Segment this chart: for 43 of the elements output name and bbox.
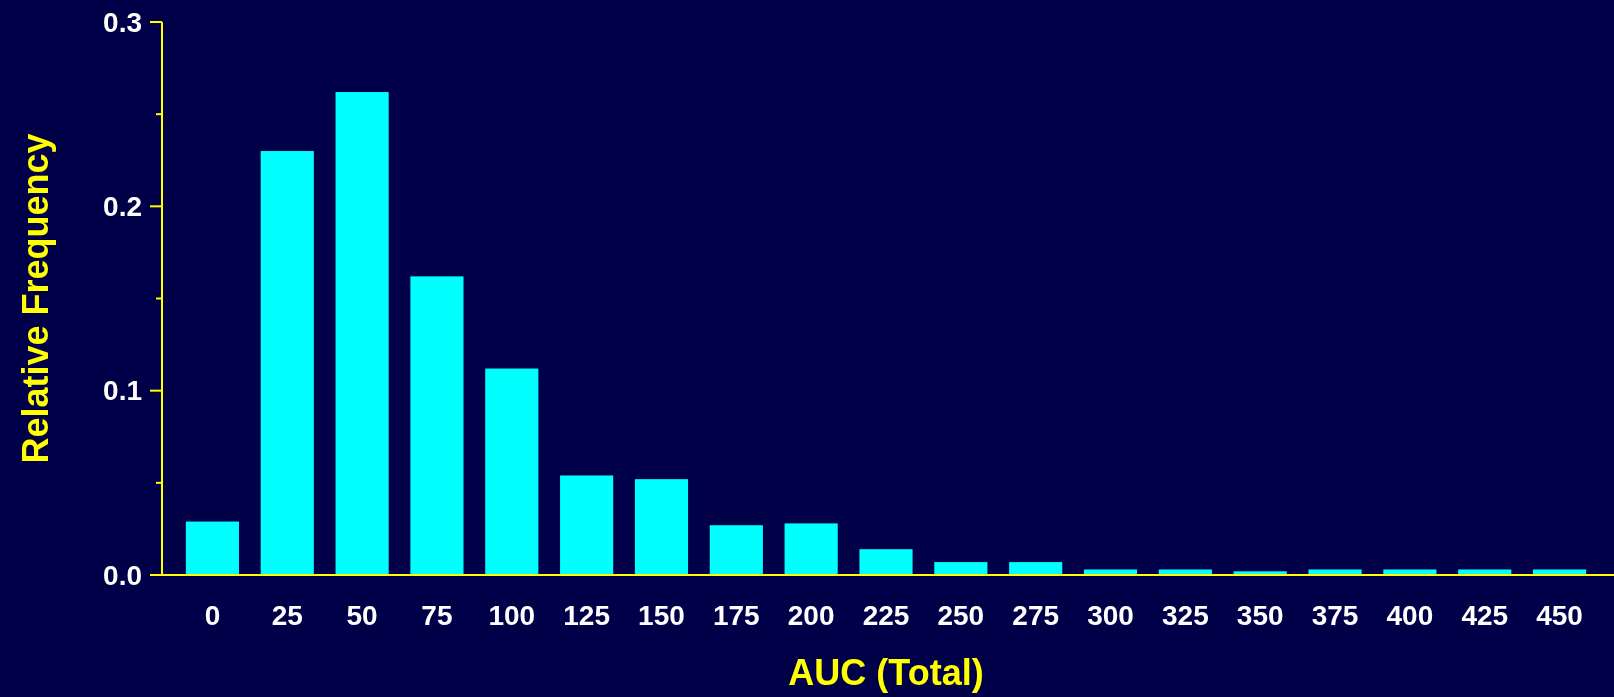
x-tick-label: 175 — [712, 600, 760, 631]
bar — [784, 523, 838, 575]
x-tick-label: 150 — [638, 600, 685, 631]
y-tick-label: 0.1 — [103, 375, 142, 407]
bar — [485, 368, 539, 575]
bar — [1158, 569, 1212, 575]
bar — [260, 151, 314, 575]
bar — [1383, 569, 1437, 575]
bar — [335, 92, 389, 575]
x-tick-label: 225 — [862, 600, 910, 631]
y-axis-title: Relative Frequency — [15, 133, 56, 464]
bar — [1083, 569, 1138, 575]
bar — [1308, 569, 1362, 575]
x-tick-label: 200 — [787, 600, 835, 631]
bar — [634, 479, 689, 575]
y-tick-label: 0.0 — [103, 559, 142, 591]
x-tick-label: 0 — [204, 600, 221, 631]
bar — [1458, 569, 1512, 575]
bar — [709, 525, 763, 575]
x-tick-label: 350 — [1236, 600, 1284, 631]
x-tick-label: 275 — [1012, 600, 1060, 631]
bar — [934, 562, 988, 575]
bar — [1009, 562, 1063, 575]
y-tick-label: 0.2 — [103, 191, 142, 223]
bar — [410, 276, 464, 575]
x-tick-label: 75 — [421, 600, 453, 631]
bar — [560, 475, 614, 575]
bar — [1533, 569, 1587, 575]
x-tick-label: 100 — [488, 600, 536, 631]
y-tick-label: 0.3 — [103, 6, 142, 38]
x-tick-label: 425 — [1461, 600, 1509, 631]
x-tick-label: 375 — [1311, 600, 1359, 631]
x-tick-label: 450 — [1536, 600, 1583, 631]
x-tick-label: 125 — [563, 600, 610, 631]
x-tick-label: 250 — [937, 600, 985, 631]
x-tick-label: 400 — [1386, 600, 1434, 631]
bar — [859, 549, 913, 575]
x-tick-label: 50 — [346, 600, 378, 631]
x-tick-label: 300 — [1087, 600, 1134, 631]
x-axis-title: AUC (Total) — [788, 652, 984, 693]
x-tick-label: 325 — [1162, 600, 1209, 631]
x-tick-label: 25 — [271, 600, 303, 631]
bar — [185, 521, 239, 575]
